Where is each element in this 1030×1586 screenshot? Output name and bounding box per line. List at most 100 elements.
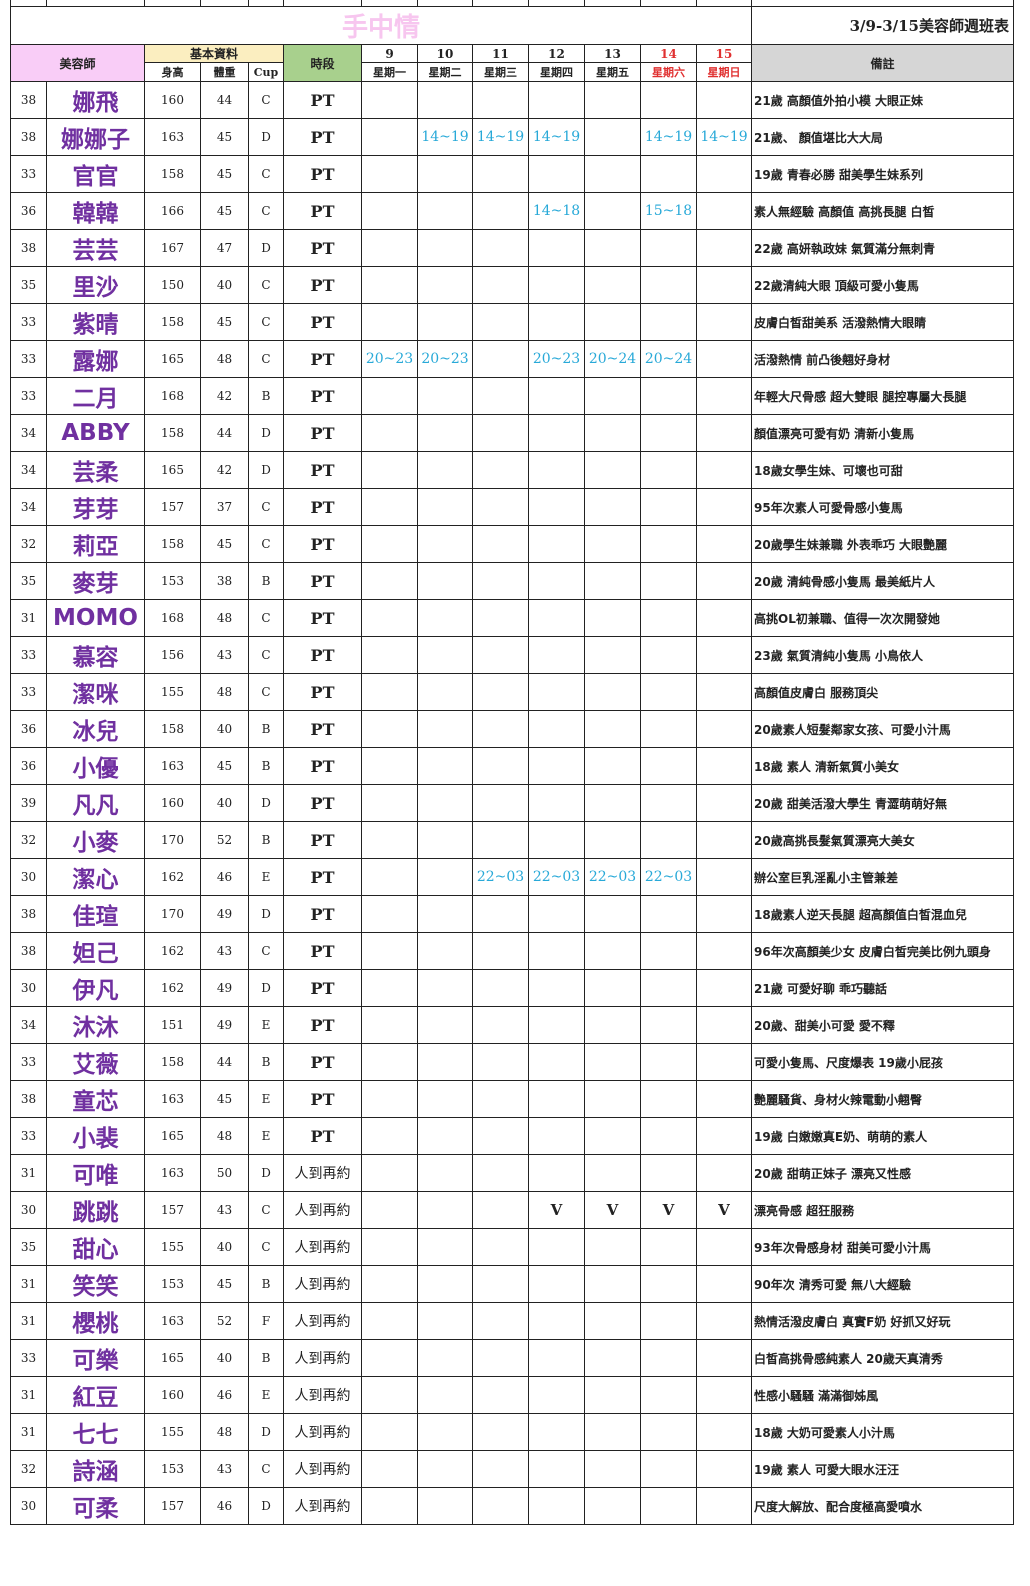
beautician-row[interactable]: 33 紫晴 158 45 C PT 皮膚白皙甜美系 活潑熱情大眼睛	[10, 303, 1014, 341]
beautician-row[interactable]: 30 潔心 162 46 E PT 22~03 22~03 22~03 22~03 辦公室巨乳淫亂小…	[10, 858, 1014, 896]
beautician-row[interactable]: 31 紅豆 160 46 E 人到再約 性感小騷騷 滿滿御姊風	[10, 1376, 1014, 1414]
period-cell: PT	[283, 673, 362, 711]
schedule-cell	[584, 229, 641, 267]
beautician-row[interactable]: 33 官官 158 45 C PT 19歲 青春必勝 甜美學生妹系列	[10, 155, 1014, 193]
beautician-row[interactable]: 38 佳瑄 170 49 D PT 18歲素人逆天長腿 超高顏值白皙混血兒	[10, 895, 1014, 933]
schedule-cell	[584, 784, 641, 822]
schedule-cell	[472, 1302, 529, 1340]
beautician-row[interactable]: 34 芸柔 165 42 D PT 18歲女學生妹、可壞也可甜	[10, 451, 1014, 489]
schedule-cell	[584, 1043, 641, 1081]
beautician-row[interactable]: 34 ABBY 158 44 D PT 顏值漂亮可愛有奶 清新小隻馬	[10, 414, 1014, 452]
beautician-row[interactable]: 30 跳跳 157 43 C 人到再約 V V V V 漂亮骨感 超狂服務	[10, 1191, 1014, 1229]
schedule-cell	[472, 377, 529, 415]
schedule-cell	[584, 969, 641, 1007]
schedule-cell	[361, 1191, 418, 1229]
weight-cell: 40	[200, 266, 249, 304]
schedule-cell	[472, 488, 529, 526]
schedule-cell	[361, 192, 418, 230]
weight-cell: 40	[200, 710, 249, 748]
schedule-cell	[696, 488, 752, 526]
schedule-cell	[696, 673, 752, 711]
beautician-row[interactable]: 35 甜心 155 40 C 人到再約 93年次骨感身材 甜美可愛小汁馬	[10, 1228, 1014, 1266]
schedule-cell	[417, 488, 473, 526]
schedule-cell	[528, 969, 585, 1007]
beautician-row[interactable]: 32 莉亞 158 45 C PT 20歲學生妹兼職 外表乖巧 大眼艷麗	[10, 525, 1014, 563]
beautician-row[interactable]: 31 笑笑 153 45 B 人到再約 90年次 清秀可愛 無八大經驗	[10, 1265, 1014, 1303]
beautician-row[interactable]: 31 七七 155 48 D 人到再約 18歲 大奶可愛素人小汁馬	[10, 1413, 1014, 1451]
beautician-row[interactable]: 31 櫻桃 163 52 F 人到再約 熱情活潑皮膚白 真實F奶 好抓又好玩	[10, 1302, 1014, 1340]
age-cell: 32	[10, 525, 47, 563]
schedule-cell	[696, 266, 752, 304]
schedule-cell	[361, 303, 418, 341]
beautician-row[interactable]: 33 露娜 165 48 C PT 20~23 20~23 20~23 20~24 20~24 活潑熱…	[10, 340, 1014, 378]
schedule-cell	[361, 1413, 418, 1451]
schedule-cell	[417, 1487, 473, 1525]
age-cell: 38	[10, 118, 47, 156]
height-cell: 158	[144, 710, 201, 748]
schedule-cell: 14~19	[417, 118, 473, 156]
day-weekday: 星期五	[584, 62, 641, 82]
schedule-cell	[696, 895, 752, 933]
beautician-row[interactable]: 33 小裴 165 48 E PT 19歲 白嫩嫩真E奶、萌萌的素人	[10, 1117, 1014, 1155]
period-cell: PT	[283, 821, 362, 859]
beautician-row[interactable]: 30 伊凡 162 49 D PT 21歲 可愛好聊 乖巧聽話	[10, 969, 1014, 1007]
height-cell: 150	[144, 266, 201, 304]
schedule-cell	[417, 636, 473, 674]
cup-cell: D	[248, 1487, 284, 1525]
period-cell: PT	[283, 155, 362, 193]
beautician-row[interactable]: 31 MOMO 168 48 C PT 高挑OL初兼職、值得一次次開發她	[10, 599, 1014, 637]
age-cell: 34	[10, 1006, 47, 1044]
beautician-row[interactable]: 33 二月 168 42 B PT 年輕大尺骨感 超大雙眼 腿控專屬大長腿	[10, 377, 1014, 415]
cup-cell: B	[248, 377, 284, 415]
schedule-cell	[472, 229, 529, 267]
beautician-row[interactable]: 35 里沙 150 40 C PT 22歲清純大眼 頂級可愛小隻馬	[10, 266, 1014, 304]
schedule-cell	[417, 81, 473, 119]
beautician-row[interactable]: 38 娜飛 160 44 C PT 21歲 高顏值外拍小模 大眼正妹	[10, 81, 1014, 119]
period-cell: PT	[283, 414, 362, 452]
schedule-cell	[640, 784, 697, 822]
beautician-row[interactable]: 33 潔咪 155 48 C PT 高顏值皮膚白 服務頂尖	[10, 673, 1014, 711]
beautician-row[interactable]: 36 韓韓 166 45 C PT 14~18 15~18 素人無經驗 高顏值 高挑長腿 白皙	[10, 192, 1014, 230]
schedule-cell	[696, 1006, 752, 1044]
beautician-row[interactable]: 32 小麥 170 52 B PT 20歲高挑長髮氣質漂亮大美女	[10, 821, 1014, 859]
note-cell: 可愛小隻馬、尺度爆表 19歲小屁孩	[751, 1043, 1014, 1081]
beautician-row[interactable]: 38 妲己 162 43 C PT 96年次高顏美少女 皮膚白皙完美比例九頭身	[10, 932, 1014, 970]
beautician-row[interactable]: 38 童芯 163 45 E PT 艷麗騷貨、身材火辣電動小翹臀	[10, 1080, 1014, 1118]
schedule-cell	[696, 303, 752, 341]
beautician-row[interactable]: 38 娜娜子 163 45 D PT 14~19 14~19 14~19 14~19 14~19 21…	[10, 118, 1014, 156]
schedule-cell	[472, 895, 529, 933]
weight-cell: 45	[200, 1080, 249, 1118]
beautician-row[interactable]: 39 凡凡 160 40 D PT 20歲 甜美活潑大學生 青澀萌萌好無	[10, 784, 1014, 822]
beautician-row[interactable]: 35 麥芽 153 38 B PT 20歲 清純骨感小隻馬 最美紙片人	[10, 562, 1014, 600]
beautician-row[interactable]: 33 慕容 156 43 C PT 23歲 氣質清純小隻馬 小鳥依人	[10, 636, 1014, 674]
beautician-row[interactable]: 33 艾薇 158 44 B PT 可愛小隻馬、尺度爆表 19歲小屁孩	[10, 1043, 1014, 1081]
age-cell: 33	[10, 155, 47, 193]
name-cell: 可柔	[46, 1487, 145, 1525]
period-cell: 人到再約	[283, 1228, 362, 1266]
beautician-row[interactable]: 36 小優 163 45 B PT 18歲 素人 清新氣質小美女	[10, 747, 1014, 785]
schedule-cell	[472, 340, 529, 378]
beautician-row[interactable]: 36 冰兒 158 40 B PT 20歲素人短髮鄰家女孩、可愛小汁馬	[10, 710, 1014, 748]
beautician-row[interactable]: 34 沐沐 151 49 E PT 20歲、甜美小可愛 愛不釋	[10, 1006, 1014, 1044]
weight-cell: 37	[200, 488, 249, 526]
beautician-row[interactable]: 33 可樂 165 40 B 人到再約 白皙高挑骨感純素人 20歲天真清秀	[10, 1339, 1014, 1377]
schedule-cell	[696, 377, 752, 415]
name-cell: 沐沐	[46, 1006, 145, 1044]
beautician-row[interactable]: 32 詩涵 153 43 C 人到再約 19歲 素人 可愛大眼水汪汪	[10, 1450, 1014, 1488]
period-cell: PT	[283, 377, 362, 415]
beautician-row[interactable]: 30 可柔 157 46 D 人到再約 尺度大解放、配合度極高愛噴水	[10, 1487, 1014, 1525]
weight-cell: 40	[200, 784, 249, 822]
cup-cell: C	[248, 488, 284, 526]
beautician-row[interactable]: 34 芽芽 157 37 C PT 95年次素人可愛骨感小隻馬	[10, 488, 1014, 526]
note-cell: 19歲 素人 可愛大眼水汪汪	[751, 1450, 1014, 1488]
beautician-row[interactable]: 31 可唯 163 50 D 人到再約 20歲 甜萌正妹子 漂亮又性感	[10, 1154, 1014, 1192]
beautician-row[interactable]: 38 芸芸 167 47 D PT 22歲 高妍執政妹 氣質滿分無刺青	[10, 229, 1014, 267]
period-cell: PT	[283, 1080, 362, 1118]
height-cell: 167	[144, 229, 201, 267]
height-cell: 155	[144, 1413, 201, 1451]
schedule-cell	[640, 1117, 697, 1155]
note-cell: 18歲 素人 清新氣質小美女	[751, 747, 1014, 785]
schedule-cell	[696, 747, 752, 785]
cup-cell: C	[248, 525, 284, 563]
schedule-cell	[528, 1487, 585, 1525]
